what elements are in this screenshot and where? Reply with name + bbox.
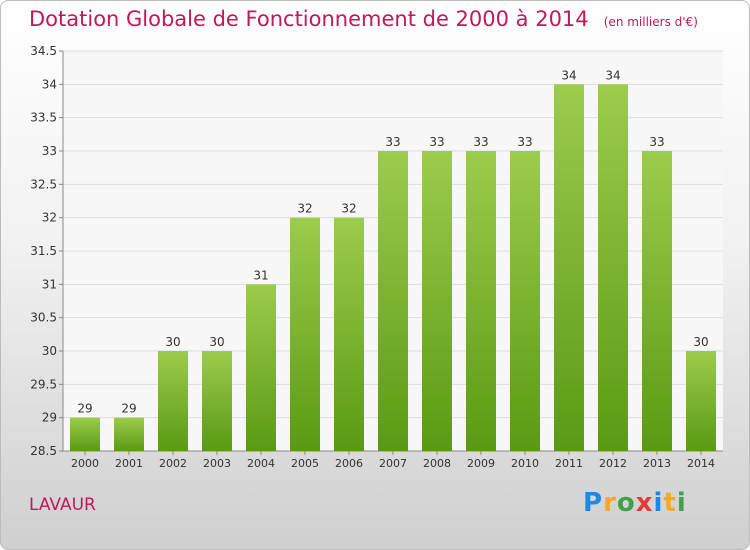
bar-2001	[114, 417, 144, 451]
y-tick-label: 31.5	[30, 244, 57, 258]
y-tick-label: 30	[42, 344, 57, 358]
logo-part-x: x	[635, 488, 654, 518]
title-row: Dotation Globale de Fonctionnement de 20…	[29, 7, 698, 31]
x-tick-label: 2005	[291, 457, 319, 470]
y-tick-label: 31	[42, 277, 57, 291]
data-label: 31	[253, 268, 268, 282]
data-label: 29	[121, 402, 136, 416]
bar-2003	[202, 351, 232, 451]
data-label: 33	[429, 135, 444, 149]
x-tick-label: 2008	[423, 457, 451, 470]
x-tick-label: 2011	[555, 457, 583, 470]
x-tick-label: 2007	[379, 457, 407, 470]
logo-letter: o	[616, 488, 636, 518]
bar-2014	[686, 351, 716, 451]
logo-letter: r	[603, 488, 617, 518]
y-tick-label: 29.5	[30, 377, 57, 391]
chart-title: Dotation Globale de Fonctionnement de 20…	[29, 7, 589, 31]
logo-letter: i	[676, 488, 687, 518]
data-label: 33	[473, 135, 488, 149]
data-label: 33	[385, 135, 400, 149]
y-tick-label: 28.5	[30, 444, 57, 458]
x-tick-label: 2006	[335, 457, 363, 470]
x-tick-label: 2000	[71, 457, 99, 470]
x-tick-label: 2004	[247, 457, 275, 470]
bar-2004	[246, 284, 276, 451]
data-label: 32	[341, 202, 356, 216]
bar-2007	[378, 151, 408, 451]
bar-2011	[554, 84, 584, 451]
logo-letter: t	[663, 488, 677, 518]
logo-letter: i	[653, 488, 664, 518]
y-tick-label: 32	[42, 211, 57, 225]
y-tick-label: 32.5	[30, 177, 57, 191]
x-tick-label: 2001	[115, 457, 143, 470]
city-name: LAVAUR	[29, 495, 96, 515]
x-tick-label: 2003	[203, 457, 231, 470]
data-label: 34	[605, 68, 620, 82]
x-tick-label: 2014	[687, 457, 715, 470]
data-label: 33	[649, 135, 664, 149]
data-label: 30	[209, 335, 224, 349]
bar-2000	[70, 417, 100, 451]
bar-2010	[510, 151, 540, 451]
logo-part-2: iti	[654, 488, 687, 518]
bar-2002	[158, 351, 188, 451]
bar-2005	[290, 217, 320, 451]
data-label: 33	[517, 135, 532, 149]
x-tick-label: 2013	[643, 457, 671, 470]
x-tick-label: 2002	[159, 457, 187, 470]
data-label: 30	[165, 335, 180, 349]
y-tick-label: 30.5	[30, 311, 57, 325]
y-tick-label: 34	[42, 77, 57, 91]
chart-subtitle: (en milliers d'€)	[603, 15, 698, 29]
x-tick-label: 2012	[599, 457, 627, 470]
y-tick-label: 33.5	[30, 111, 57, 125]
data-label: 34	[561, 68, 576, 82]
data-label: 29	[77, 402, 92, 416]
x-tick-label: 2009	[467, 457, 495, 470]
bar-2008	[422, 151, 452, 451]
bar-2009	[466, 151, 496, 451]
y-tick-label: 34.5	[30, 44, 57, 58]
data-label: 32	[297, 202, 312, 216]
logo-letter: P	[583, 488, 604, 518]
y-tick-label: 29	[42, 411, 57, 425]
proxiti-logo: Proxiti	[583, 488, 687, 518]
y-tick-label: 33	[42, 144, 57, 158]
logo-part-1: Pro	[583, 488, 636, 518]
bar-2012	[598, 84, 628, 451]
bar-2006	[334, 217, 364, 451]
data-label: 30	[693, 335, 708, 349]
x-tick-label: 2010	[511, 457, 539, 470]
bar-2013	[642, 151, 672, 451]
